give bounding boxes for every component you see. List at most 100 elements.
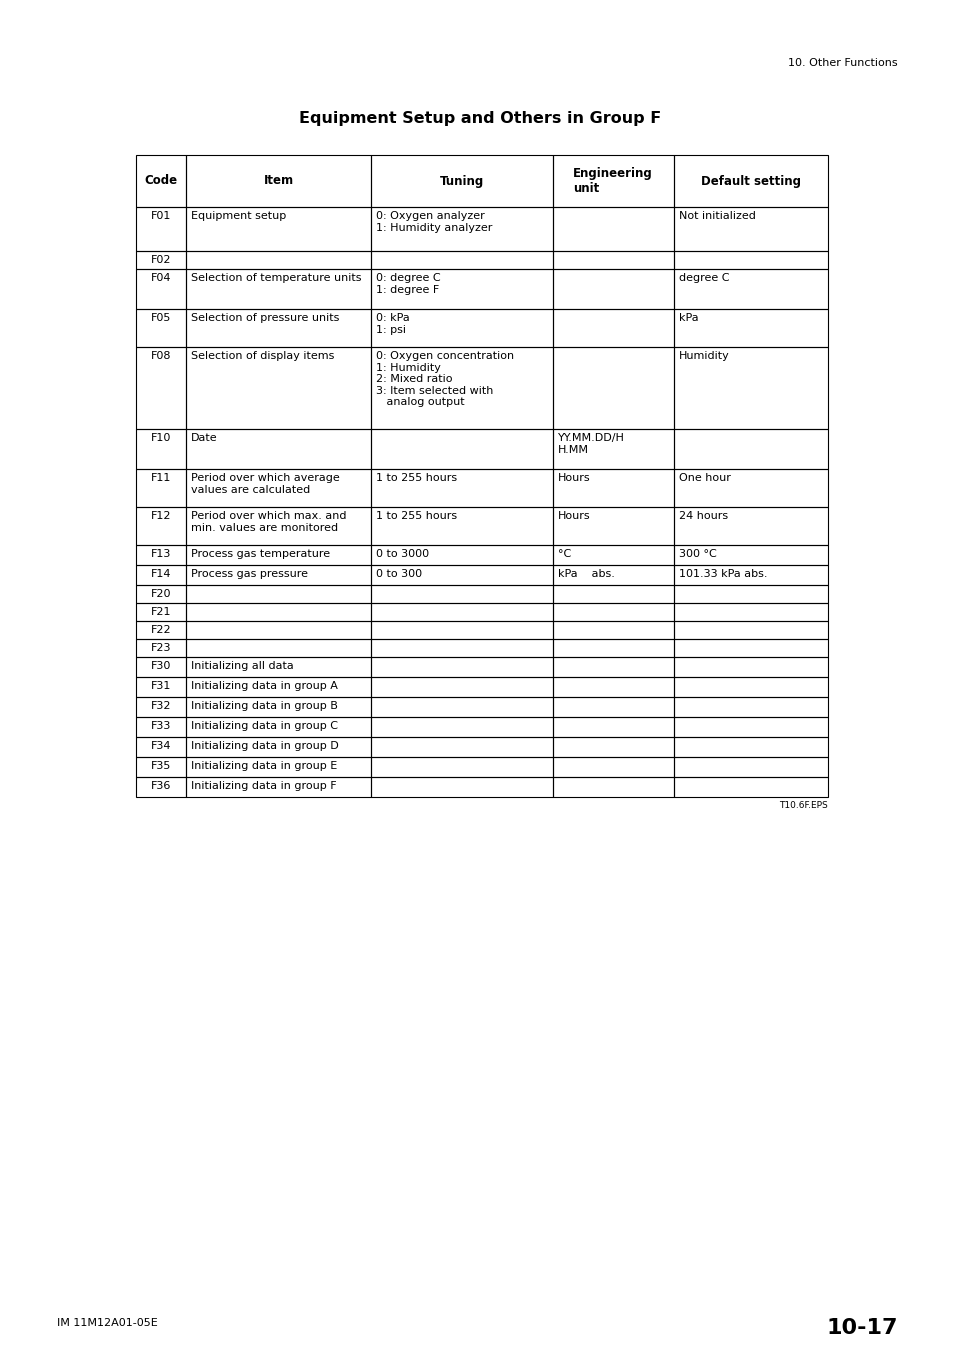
Text: Initializing data in group A: Initializing data in group A [191, 681, 337, 690]
Bar [552, 757, 673, 777]
Text: T10.6F.EPS: T10.6F.EPS [779, 801, 827, 811]
Bar [186, 697, 371, 717]
Bar [673, 777, 827, 797]
Bar [673, 155, 827, 207]
Bar [136, 757, 186, 777]
Bar [552, 309, 673, 347]
Bar [136, 469, 186, 507]
Text: 1 to 255 hours: 1 to 255 hours [375, 511, 456, 521]
Bar [552, 603, 673, 621]
Bar [136, 269, 186, 309]
Bar [136, 347, 186, 430]
Bar [371, 430, 552, 469]
Text: Initializing data in group B: Initializing data in group B [191, 701, 337, 711]
Bar [673, 585, 827, 603]
Bar [136, 155, 186, 207]
Text: F32: F32 [151, 701, 171, 711]
Text: F20: F20 [151, 589, 171, 598]
Bar [136, 309, 186, 347]
Text: 0: Oxygen analyzer
1: Humidity analyzer: 0: Oxygen analyzer 1: Humidity analyzer [375, 211, 492, 232]
Bar [673, 621, 827, 639]
Bar [552, 347, 673, 430]
Text: F13: F13 [151, 549, 171, 559]
Bar [673, 757, 827, 777]
Text: Process gas temperature: Process gas temperature [191, 549, 330, 559]
Bar [673, 309, 827, 347]
Bar [136, 585, 186, 603]
Text: Initializing all data: Initializing all data [191, 661, 294, 671]
Bar [552, 269, 673, 309]
Text: F33: F33 [151, 721, 171, 731]
Text: 10. Other Functions: 10. Other Functions [787, 58, 897, 68]
Bar [186, 603, 371, 621]
Text: F01: F01 [151, 211, 171, 222]
Bar [552, 155, 673, 207]
Text: °C: °C [557, 549, 570, 559]
Bar [371, 738, 552, 757]
Bar [186, 757, 371, 777]
Bar [136, 430, 186, 469]
Text: 0: Oxygen concentration
1: Humidity
2: Mixed ratio
3: Item selected with
   anal: 0: Oxygen concentration 1: Humidity 2: M… [375, 351, 514, 408]
Bar [136, 507, 186, 544]
Bar [186, 430, 371, 469]
Bar [673, 207, 827, 251]
Bar [371, 269, 552, 309]
Bar [371, 777, 552, 797]
Bar [552, 585, 673, 603]
Text: Equipment Setup and Others in Group F: Equipment Setup and Others in Group F [298, 111, 660, 126]
Bar [371, 677, 552, 697]
Bar [136, 738, 186, 757]
Bar [371, 585, 552, 603]
Bar [552, 657, 673, 677]
Text: F23: F23 [151, 643, 171, 653]
Text: 0: kPa
1: psi: 0: kPa 1: psi [375, 313, 410, 335]
Bar [136, 697, 186, 717]
Text: F31: F31 [151, 681, 171, 690]
Text: F22: F22 [151, 626, 171, 635]
Bar [186, 621, 371, 639]
Bar [552, 639, 673, 657]
Text: F36: F36 [151, 781, 171, 790]
Bar [371, 207, 552, 251]
Bar [673, 603, 827, 621]
Bar [673, 347, 827, 430]
Bar [371, 717, 552, 738]
Bar [673, 544, 827, 565]
Bar [136, 657, 186, 677]
Bar [371, 621, 552, 639]
Text: Not initialized: Not initialized [678, 211, 755, 222]
Bar [371, 507, 552, 544]
Text: 101.33 kPa abs.: 101.33 kPa abs. [678, 569, 766, 580]
Bar [371, 544, 552, 565]
Bar [371, 469, 552, 507]
Bar [552, 777, 673, 797]
Text: Period over which max. and
min. values are monitored: Period over which max. and min. values a… [191, 511, 346, 532]
Bar [371, 565, 552, 585]
Bar [136, 639, 186, 657]
Bar [186, 565, 371, 585]
Bar [371, 639, 552, 657]
Bar [552, 677, 673, 697]
Text: Selection of temperature units: Selection of temperature units [191, 273, 361, 282]
Text: kPa    abs.: kPa abs. [557, 569, 614, 580]
Text: F35: F35 [151, 761, 171, 771]
Text: Engineering
unit: Engineering unit [573, 168, 652, 195]
Text: F05: F05 [151, 313, 171, 323]
Bar [186, 269, 371, 309]
Bar [552, 251, 673, 269]
Text: Item: Item [263, 174, 294, 188]
Bar [186, 544, 371, 565]
Text: F21: F21 [151, 607, 171, 617]
Bar [186, 657, 371, 677]
Text: Humidity: Humidity [678, 351, 729, 361]
Bar [371, 251, 552, 269]
Bar [136, 777, 186, 797]
Bar [186, 251, 371, 269]
Bar [186, 347, 371, 430]
Bar [673, 565, 827, 585]
Text: F04: F04 [151, 273, 171, 282]
Text: Selection of pressure units: Selection of pressure units [191, 313, 339, 323]
Text: Date: Date [191, 434, 217, 443]
Bar [371, 603, 552, 621]
Text: Initializing data in group C: Initializing data in group C [191, 721, 337, 731]
